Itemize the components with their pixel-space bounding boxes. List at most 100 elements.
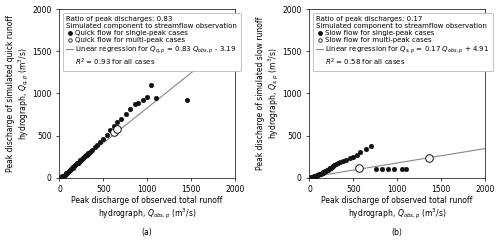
Point	[66, 168, 74, 172]
Point	[57, 175, 65, 179]
Point	[103, 133, 111, 137]
Point	[367, 144, 375, 148]
Point	[356, 150, 364, 154]
Point	[68, 166, 76, 170]
Point	[76, 159, 84, 163]
Point	[73, 161, 81, 165]
Text: (b): (b)	[392, 228, 402, 237]
Point	[74, 161, 82, 165]
Point	[69, 165, 77, 169]
Point	[114, 120, 122, 124]
Point	[314, 173, 322, 177]
Point	[317, 172, 325, 176]
Point	[134, 102, 142, 105]
Point	[318, 171, 326, 175]
Point	[110, 130, 118, 134]
Point	[320, 170, 328, 174]
Point	[321, 169, 329, 173]
Point	[398, 167, 406, 171]
Point	[328, 165, 336, 169]
Point	[90, 145, 98, 149]
Point	[372, 167, 380, 171]
Point	[58, 175, 66, 179]
Point	[74, 160, 82, 164]
Point	[334, 161, 342, 165]
Point	[309, 175, 317, 179]
Point	[59, 174, 67, 178]
Point	[143, 95, 151, 99]
Point	[332, 162, 340, 166]
Point	[106, 128, 114, 132]
Point	[308, 175, 316, 179]
Point	[79, 156, 87, 160]
Point	[322, 169, 330, 173]
Point	[65, 169, 73, 173]
Point	[110, 124, 118, 128]
Point	[100, 137, 108, 141]
Point	[308, 175, 316, 179]
Point	[323, 168, 331, 172]
Point	[326, 166, 334, 170]
Point	[329, 164, 337, 168]
Point	[330, 163, 338, 167]
Point	[78, 157, 86, 161]
Point	[64, 170, 72, 174]
Point	[353, 153, 361, 157]
Point	[170, 63, 178, 67]
Point	[424, 156, 432, 160]
Y-axis label: Peak discharge of simulated quick runoff
hydrograph, $Q_{q,p}$ (m$^3$/s): Peak discharge of simulated quick runoff…	[6, 15, 31, 172]
Point	[324, 167, 332, 171]
Point	[114, 127, 122, 131]
Point	[182, 98, 190, 102]
Y-axis label: Peak discharge of simulated slow runoff
hydrograph, $Q_{s,p}$ (m$^3$/s): Peak discharge of simulated slow runoff …	[256, 17, 281, 170]
Point	[324, 168, 332, 172]
Point	[320, 170, 328, 174]
Point	[346, 156, 354, 160]
Point	[390, 167, 398, 171]
Point	[148, 83, 156, 87]
X-axis label: Peak discharge of observed total runoff
hydrograph, $Q_{obs,p}$ (m$^3$/s): Peak discharge of observed total runoff …	[322, 196, 473, 221]
Point	[96, 140, 104, 144]
Point	[307, 175, 315, 179]
Point	[354, 166, 362, 170]
Point	[67, 167, 75, 171]
Point	[362, 147, 370, 151]
Point	[70, 164, 78, 168]
Point	[82, 153, 90, 157]
Text: (a): (a)	[142, 228, 152, 237]
Point	[84, 152, 92, 156]
Point	[339, 159, 347, 163]
Point	[68, 166, 76, 170]
Point	[76, 158, 84, 162]
Point	[80, 155, 88, 159]
Point	[70, 165, 78, 169]
Point	[122, 112, 130, 116]
Point	[342, 158, 350, 162]
Legend: Quick flow for single-peak cases, Quick flow for multi-peak cases, Linear regres: Quick flow for single-peak cases, Quick …	[63, 12, 241, 72]
Point	[126, 106, 134, 110]
Point	[402, 167, 410, 171]
Point	[315, 172, 323, 176]
X-axis label: Peak discharge of observed total runoff
hydrograph, $Q_{obs,p}$ (m$^3$/s): Peak discharge of observed total runoff …	[72, 196, 223, 221]
Point	[86, 150, 94, 154]
Point	[131, 102, 139, 106]
Point	[62, 172, 70, 176]
Point	[84, 151, 92, 155]
Point	[336, 160, 344, 164]
Point	[314, 173, 322, 177]
Point	[72, 162, 80, 166]
Point	[316, 172, 324, 176]
Point	[310, 174, 318, 178]
Point	[310, 174, 318, 178]
Legend: Slow flow for single-peak cases, Slow flow for multi-peak cases, Linear regressi: Slow flow for single-peak cases, Slow fl…	[313, 12, 493, 72]
Point	[326, 166, 334, 170]
Point	[81, 154, 89, 158]
Point	[312, 174, 320, 178]
Point	[74, 160, 82, 164]
Point	[384, 167, 392, 171]
Point	[58, 174, 66, 178]
Point	[350, 154, 358, 158]
Point	[318, 171, 326, 175]
Point	[64, 171, 72, 175]
Point	[117, 117, 125, 121]
